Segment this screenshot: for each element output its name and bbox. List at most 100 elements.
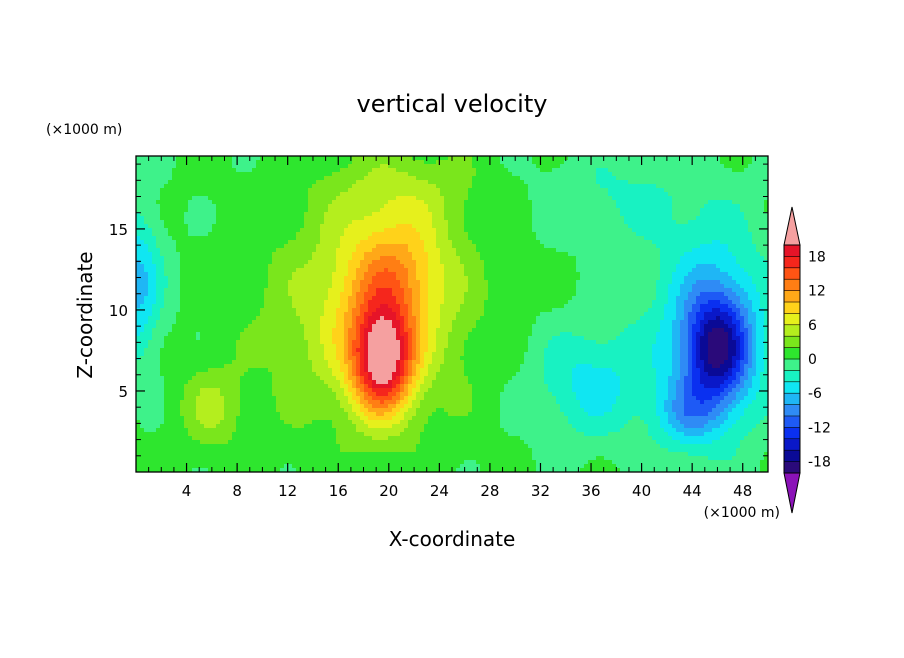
field-cell	[144, 220, 149, 225]
field-cell	[320, 288, 325, 293]
field-cell	[320, 200, 325, 205]
field-cell	[368, 324, 373, 329]
field-cell	[344, 436, 349, 441]
field-cell	[320, 352, 325, 357]
field-cell	[224, 392, 229, 397]
field-cell	[292, 284, 297, 289]
field-cell	[332, 456, 337, 461]
field-cell	[184, 392, 189, 397]
field-cell	[352, 468, 357, 472]
field-cell	[216, 232, 221, 237]
field-cell	[188, 356, 193, 361]
field-cell	[376, 376, 381, 381]
field-cell	[340, 188, 345, 193]
field-cell	[380, 192, 385, 197]
field-cell	[252, 268, 257, 273]
field-cell	[252, 280, 257, 285]
field-cell	[368, 468, 373, 472]
field-cell	[304, 160, 309, 165]
field-cell	[264, 408, 269, 413]
field-cell	[160, 220, 165, 225]
field-cell	[340, 320, 345, 325]
field-cell	[240, 276, 245, 281]
field-cell	[352, 360, 357, 365]
field-cell	[340, 432, 345, 437]
field-cell	[192, 428, 197, 433]
field-cell	[296, 312, 301, 317]
field-cell	[348, 376, 353, 381]
field-cell	[316, 248, 321, 253]
field-cell	[268, 452, 273, 457]
field-cell	[300, 408, 305, 413]
field-cell	[288, 416, 293, 421]
field-cell	[224, 204, 229, 209]
field-cell	[296, 296, 301, 301]
field-cell	[184, 444, 189, 449]
field-cell	[288, 360, 293, 365]
field-cell	[344, 400, 349, 405]
field-cell	[196, 192, 201, 197]
field-cell	[380, 188, 385, 193]
field-cell	[156, 360, 161, 365]
field-cell	[268, 332, 273, 337]
field-cell	[232, 336, 237, 341]
field-cell	[200, 232, 205, 237]
field-cell	[372, 176, 377, 181]
field-cell	[304, 224, 309, 229]
field-cell	[348, 264, 353, 269]
field-cell	[252, 320, 257, 325]
field-cell	[292, 444, 297, 449]
field-cell	[288, 400, 293, 405]
field-cell	[316, 464, 321, 469]
field-cell	[344, 380, 349, 385]
field-cell	[344, 176, 349, 181]
field-cell	[268, 440, 273, 445]
field-cell	[176, 260, 181, 265]
field-cell	[184, 432, 189, 437]
field-cell	[360, 336, 365, 341]
field-cell	[348, 404, 353, 409]
field-cell	[360, 340, 365, 345]
field-cell	[384, 236, 389, 241]
field-cell	[384, 356, 389, 361]
field-cell	[324, 180, 329, 185]
field-cell	[264, 360, 269, 365]
field-cell	[216, 176, 221, 181]
field-cell	[352, 336, 357, 341]
field-cell	[228, 224, 233, 229]
field-cell	[320, 244, 325, 249]
field-cell	[236, 468, 241, 472]
field-cell	[136, 176, 141, 181]
field-cell	[356, 368, 361, 373]
field-cell	[384, 268, 389, 273]
field-cell	[284, 368, 289, 373]
field-cell	[316, 232, 321, 237]
field-cell	[232, 348, 237, 353]
field-cell	[196, 444, 201, 449]
field-cell	[152, 220, 157, 225]
field-cell	[312, 196, 317, 201]
field-cell	[232, 172, 237, 177]
field-cell	[264, 216, 269, 221]
field-cell	[280, 176, 285, 181]
field-cell	[256, 464, 261, 469]
field-cell	[332, 376, 337, 381]
field-cell	[384, 284, 389, 289]
field-cell	[280, 292, 285, 297]
field-cell	[304, 388, 309, 393]
field-cell	[216, 344, 221, 349]
field-cell	[148, 344, 153, 349]
field-cell	[136, 404, 141, 409]
field-cell	[228, 200, 233, 205]
field-cell	[176, 156, 181, 161]
field-cell	[364, 376, 369, 381]
field-cell	[320, 252, 325, 257]
field-cell	[256, 280, 261, 285]
field-cell	[156, 460, 161, 465]
field-cell	[308, 352, 313, 357]
field-cell	[308, 432, 313, 437]
field-cell	[384, 232, 389, 237]
field-cell	[252, 376, 257, 381]
field-cell	[300, 436, 305, 441]
field-cell	[372, 224, 377, 229]
